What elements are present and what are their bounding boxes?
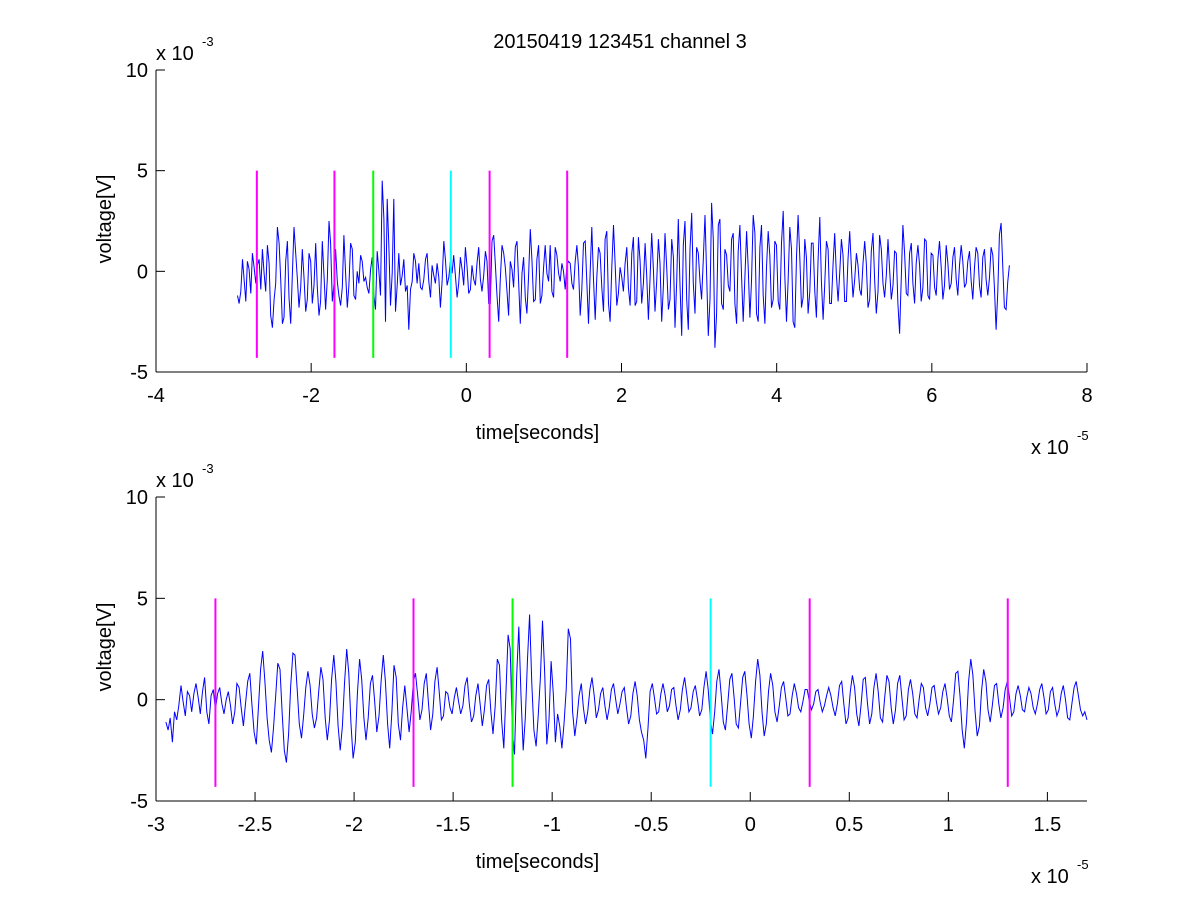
y-tick-label: 0 [137,261,148,283]
x-exponent-value: -5 [1077,857,1089,872]
x-axis-label: time[seconds] [476,422,599,444]
x-tick-label: -2.5 [238,814,272,836]
y-exponent-label: x 10 [156,470,194,492]
y-tick-label: 5 [137,588,148,610]
y-tick-label: -5 [130,791,148,813]
x-exponent-value: -5 [1077,428,1089,443]
x-tick-label: -0.5 [634,814,668,836]
axes-top: -4 -2 0 2 4 6 8 -5 0 5 10 time[seconds] voltage[V] x … [94,34,1093,459]
x-exponent-label: x 10 [1031,437,1069,459]
x-tick-label: 2 [616,385,627,407]
y-tick-label: 10 [126,487,148,509]
x-exponent-label: x 10 [1031,866,1069,888]
x-tick-label: -3 [147,814,165,836]
x-axis-label: time[seconds] [476,851,599,873]
x-tick-label: 0 [461,385,472,407]
x-tick-label: 0 [745,814,756,836]
y-exponent-value: -3 [202,34,214,49]
figure-title: 20150419 123451 channel 3 [493,31,747,53]
x-tick-label: 8 [1081,385,1092,407]
x-tick-label: -2 [302,385,320,407]
y-axis-label: voltage[V] [94,603,116,692]
y-tick-label: 0 [137,690,148,712]
y-tick-label: -5 [130,362,148,384]
y-tick-label: 10 [126,60,148,82]
x-tick-label: 4 [771,385,782,407]
x-tick-label: -1.5 [436,814,470,836]
axes-bottom: -3 -2.5 -2 -1.5 -1 -0.5 0 0.5 1 1.5 -5 0 5 10 time[sec… [94,461,1089,888]
x-tick-label: 6 [926,385,937,407]
x-tick-label: 1 [943,814,954,836]
series-line [237,180,1010,348]
x-tick-label: 1.5 [1033,814,1061,836]
y-exponent-value: -3 [202,461,214,476]
x-tick-label: -2 [345,814,363,836]
y-tick-label: 5 [137,161,148,183]
x-tick-label: -4 [147,385,165,407]
y-exponent-label: x 10 [156,43,194,65]
series-line [165,614,1088,763]
x-tick-label: 0.5 [835,814,863,836]
y-axis-label: voltage[V] [94,175,116,264]
x-tick-label: -1 [543,814,561,836]
